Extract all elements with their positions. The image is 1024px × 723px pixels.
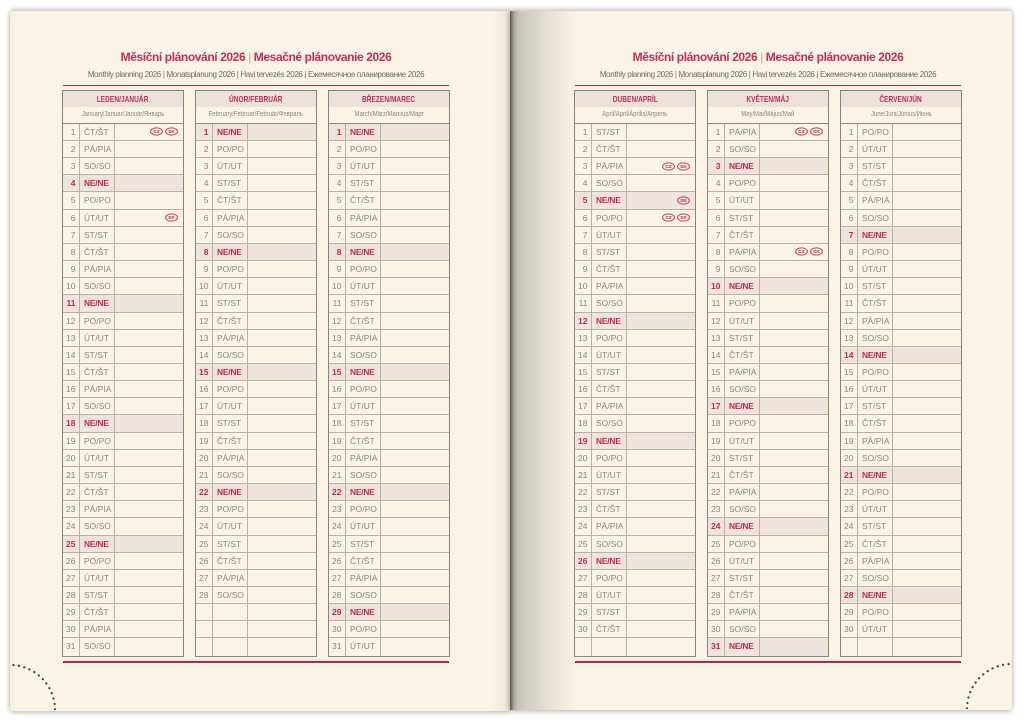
svg-text:SK: SK — [680, 198, 687, 204]
svg-text:SK: SK — [813, 250, 820, 256]
svg-text:CZ: CZ — [665, 215, 671, 221]
svg-text:CZ: CZ — [153, 130, 159, 136]
svg-text:SK: SK — [168, 130, 175, 136]
svg-text:CZ: CZ — [798, 130, 804, 136]
svg-text:SK: SK — [813, 130, 820, 136]
svg-text:SK: SK — [168, 215, 175, 221]
svg-text:CZ: CZ — [665, 164, 671, 170]
svg-text:CZ: CZ — [798, 250, 804, 256]
svg-text:SK: SK — [680, 215, 687, 221]
svg-text:SK: SK — [680, 164, 687, 170]
